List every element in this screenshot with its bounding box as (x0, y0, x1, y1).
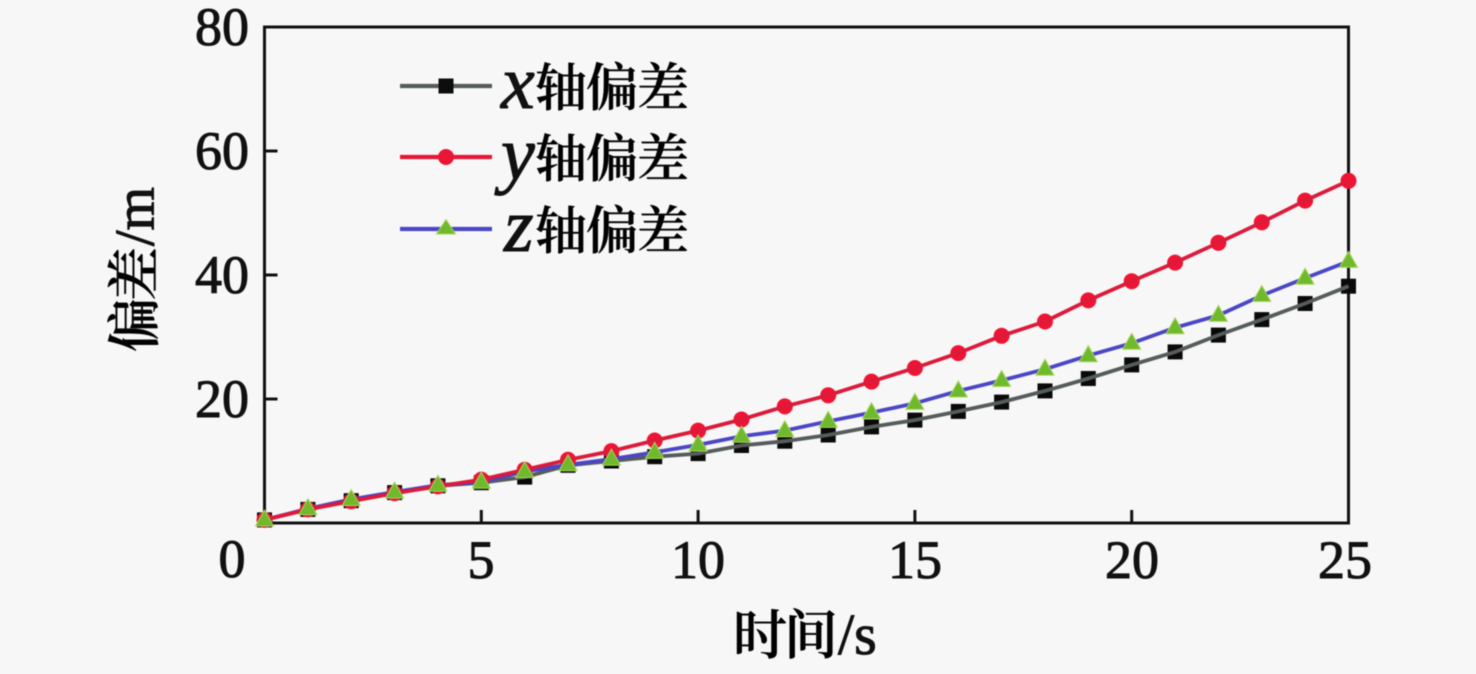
svg-text:80: 80 (195, 0, 249, 57)
svg-text:5: 5 (468, 530, 495, 590)
svg-text:20: 20 (1105, 530, 1159, 590)
svg-text:y: y (494, 112, 535, 196)
svg-text:20: 20 (195, 369, 249, 429)
svg-text:x: x (500, 41, 535, 125)
svg-text:40: 40 (195, 245, 249, 305)
svg-text:25: 25 (1318, 530, 1372, 590)
svg-text:z: z (503, 184, 534, 268)
svg-text:15: 15 (888, 530, 942, 590)
svg-text:60: 60 (195, 121, 249, 181)
svg-text:10: 10 (671, 530, 725, 590)
svg-text:/s: /s (838, 602, 877, 667)
svg-text:0: 0 (219, 529, 246, 589)
svg-text:/m: /m (105, 187, 167, 246)
